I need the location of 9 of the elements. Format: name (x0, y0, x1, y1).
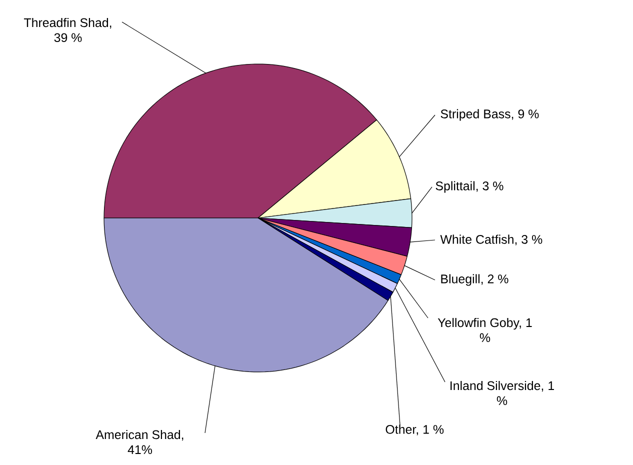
slice-label: Splittail, 3 % (436, 181, 504, 193)
slice-label: Other, 1 % (386, 424, 444, 436)
slice-label: Threadfin Shad, 39 % (24, 18, 112, 42)
slice-label: White Catfish, 3 % (440, 234, 542, 246)
slice-label: Striped Bass, 9 % (440, 109, 539, 121)
slice-label: American Shad, 41% (96, 430, 184, 454)
slice-label: Inland Silverside, 1 % (450, 380, 554, 406)
slice-label: Yellowfin Goby, 1 % (438, 318, 532, 342)
slice-label: Bluegill, 2 % (441, 274, 508, 286)
